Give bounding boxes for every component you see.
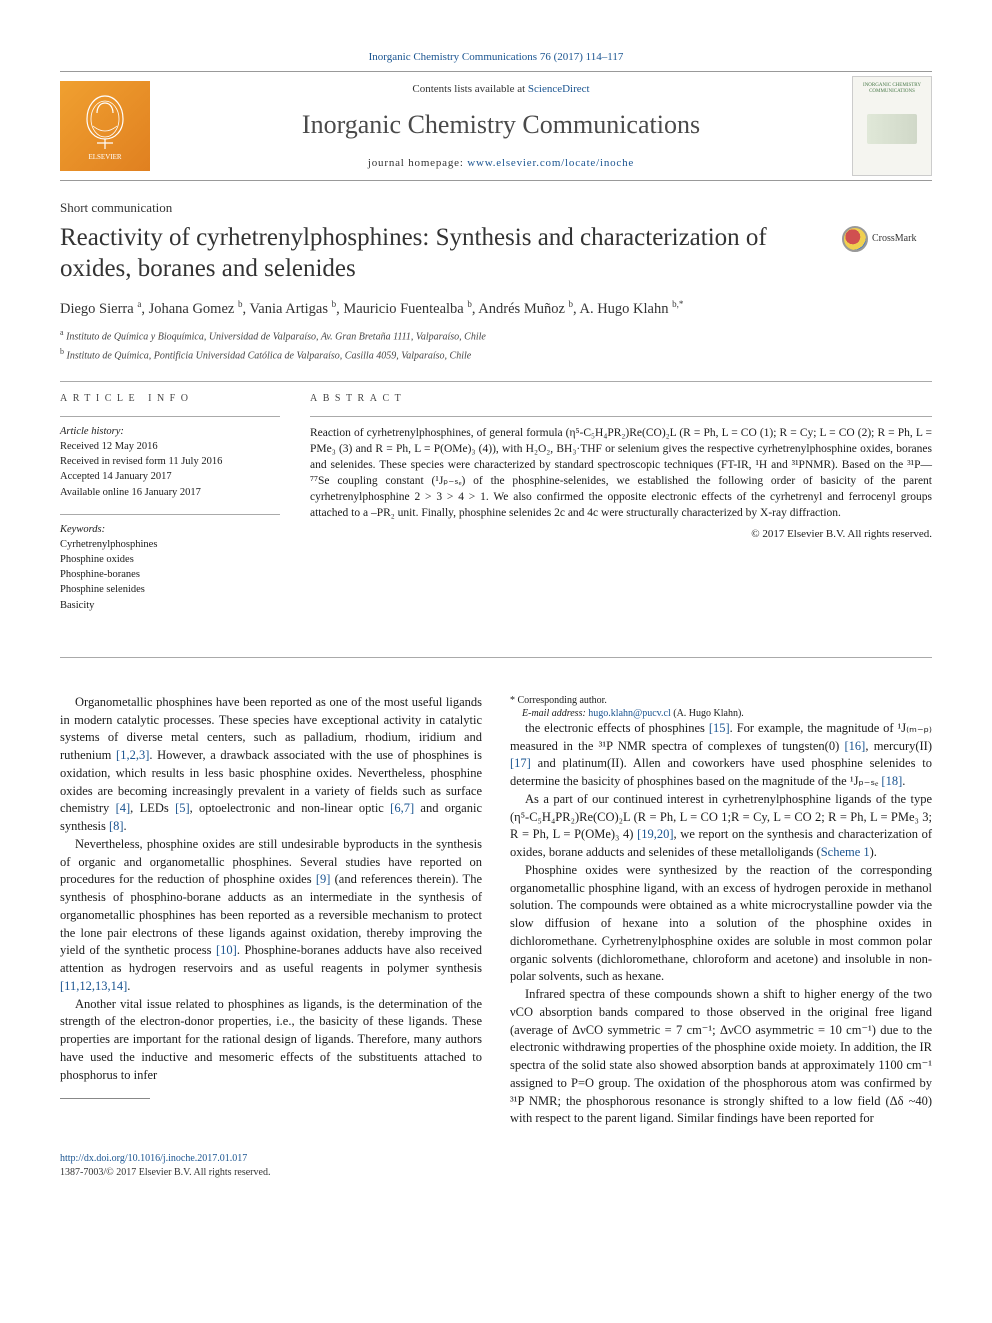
crossmark-label: CrossMark [872, 232, 916, 246]
keyword-3: Phosphine selenides [60, 583, 280, 597]
history-block: Article history: Received 12 May 2016 Re… [60, 425, 280, 500]
keyword-1: Phosphine oxides [60, 553, 280, 567]
keyword-2: Phosphine-boranes [60, 568, 280, 582]
article-title: Reactivity of cyrhetrenylphosphines: Syn… [60, 222, 824, 285]
history-label: Article history: [60, 425, 280, 439]
body-text: Organometallic phosphines have been repo… [60, 694, 932, 1128]
history-0: Received 12 May 2016 [60, 440, 280, 454]
cover-title: INORGANIC CHEMISTRY COMMUNICATIONS [857, 83, 927, 94]
body-p3: Another vital issue related to phosphine… [60, 996, 482, 1085]
body-p6: Phosphine oxides were synthesized by the… [510, 862, 932, 986]
ref-8[interactable]: [8] [109, 819, 124, 833]
banner-center: Contents lists available at ScienceDirec… [162, 82, 840, 171]
crossmark-icon [842, 226, 868, 252]
ref-18[interactable]: [18] [881, 774, 902, 788]
crossmark-badge[interactable]: CrossMark [842, 226, 932, 252]
ref-9[interactable]: [9] [316, 872, 331, 886]
contents-line: Contents lists available at ScienceDirec… [162, 82, 840, 97]
ref-11-14[interactable]: [11,12,13,14] [60, 979, 127, 993]
body-p4: the electronic effects of phosphines [15… [510, 720, 932, 791]
history-1: Received in revised form 11 July 2016 [60, 455, 280, 469]
ref-15[interactable]: [15] [709, 721, 730, 735]
history-3: Available online 16 January 2017 [60, 486, 280, 500]
keywords-label: Keywords: [60, 523, 280, 537]
svg-text:ELSEVIER: ELSEVIER [88, 153, 121, 161]
corresponding-footnote: * Corresponding author. E-mail address: … [510, 694, 932, 720]
body-p5: As a part of our continued interest in c… [510, 791, 932, 862]
keywords-block: Keywords: Cyrhetrenylphosphines Phosphin… [60, 523, 280, 613]
journal-banner: ELSEVIER Contents lists available at Sci… [60, 71, 932, 181]
journal-homepage-link[interactable]: www.elsevier.com/locate/inoche [467, 157, 634, 169]
ref-16[interactable]: [16] [845, 739, 866, 753]
affiliation-a: Instituto de Química y Bioquímica, Unive… [66, 332, 486, 343]
issn-copyright: 1387-7003/© 2017 Elsevier B.V. All right… [60, 1167, 270, 1178]
keyword-0: Cyrhetrenylphosphines [60, 538, 280, 552]
abstract-label: ABSTRACT [310, 392, 932, 406]
affiliation-b: Instituto de Química, Pontificia Univers… [67, 350, 472, 361]
info-rule [60, 416, 280, 417]
top-citation-link[interactable]: Inorganic Chemistry Communications 76 (2… [369, 51, 624, 63]
corr-label: * Corresponding author. [510, 694, 932, 707]
ref-5[interactable]: [5] [175, 801, 190, 815]
journal-cover-thumb: INORGANIC CHEMISTRY COMMUNICATIONS [852, 76, 932, 176]
article-info: ARTICLE INFO Article history: Received 1… [60, 392, 280, 627]
corr-name: (A. Hugo Klahn). [671, 708, 744, 719]
footnote-rule [60, 1098, 150, 1099]
footer: http://dx.doi.org/10.1016/j.inoche.2017.… [60, 1152, 932, 1180]
abstract-text: Reaction of cyrhetrenylphosphines, of ge… [310, 425, 932, 522]
doi-link[interactable]: http://dx.doi.org/10.1016/j.inoche.2017.… [60, 1153, 247, 1164]
cover-art [867, 114, 917, 144]
scheme-1-link[interactable]: Scheme 1 [821, 845, 870, 859]
sciencedirect-link[interactable]: ScienceDirect [528, 83, 590, 95]
ref-10[interactable]: [10] [216, 943, 237, 957]
abstract: ABSTRACT Reaction of cyrhetrenylphosphin… [310, 392, 932, 627]
journal-name: Inorganic Chemistry Communications [162, 107, 840, 143]
elsevier-logo: ELSEVIER [60, 81, 150, 171]
abstract-copyright: © 2017 Elsevier B.V. All rights reserved… [310, 527, 932, 542]
body-p1: Organometallic phosphines have been repo… [60, 694, 482, 836]
article-info-label: ARTICLE INFO [60, 392, 280, 406]
ref-17[interactable]: [17] [510, 756, 531, 770]
ref-19-20[interactable]: [19,20] [637, 827, 673, 841]
contents-pre: Contents lists available at [412, 83, 527, 95]
body-p7: Infrared spectra of these compounds show… [510, 986, 932, 1128]
top-citation: Inorganic Chemistry Communications 76 (2… [60, 50, 932, 65]
history-2: Accepted 14 January 2017 [60, 470, 280, 484]
corr-email[interactable]: hugo.klahn@pucv.cl [588, 708, 670, 719]
affiliations: a Instituto de Química y Bioquímica, Uni… [60, 327, 932, 363]
rule-bottom [60, 657, 932, 658]
abstract-rule [310, 416, 932, 417]
ref-6-7[interactable]: [6,7] [390, 801, 414, 815]
info-rule-2 [60, 514, 280, 515]
homepage-line: journal homepage: www.elsevier.com/locat… [162, 156, 840, 171]
rule-top [60, 381, 932, 382]
email-label: E-mail address: [522, 708, 588, 719]
body-p2: Nevertheless, phosphine oxides are still… [60, 836, 482, 996]
homepage-pre: journal homepage: [368, 157, 467, 169]
ref-1-3[interactable]: [1,2,3] [116, 748, 149, 762]
ref-4[interactable]: [4] [116, 801, 131, 815]
article-type: Short communication [60, 199, 932, 217]
authors: Diego Sierra a, Johana Gomez b, Vania Ar… [60, 298, 932, 319]
keyword-4: Basicity [60, 599, 280, 613]
